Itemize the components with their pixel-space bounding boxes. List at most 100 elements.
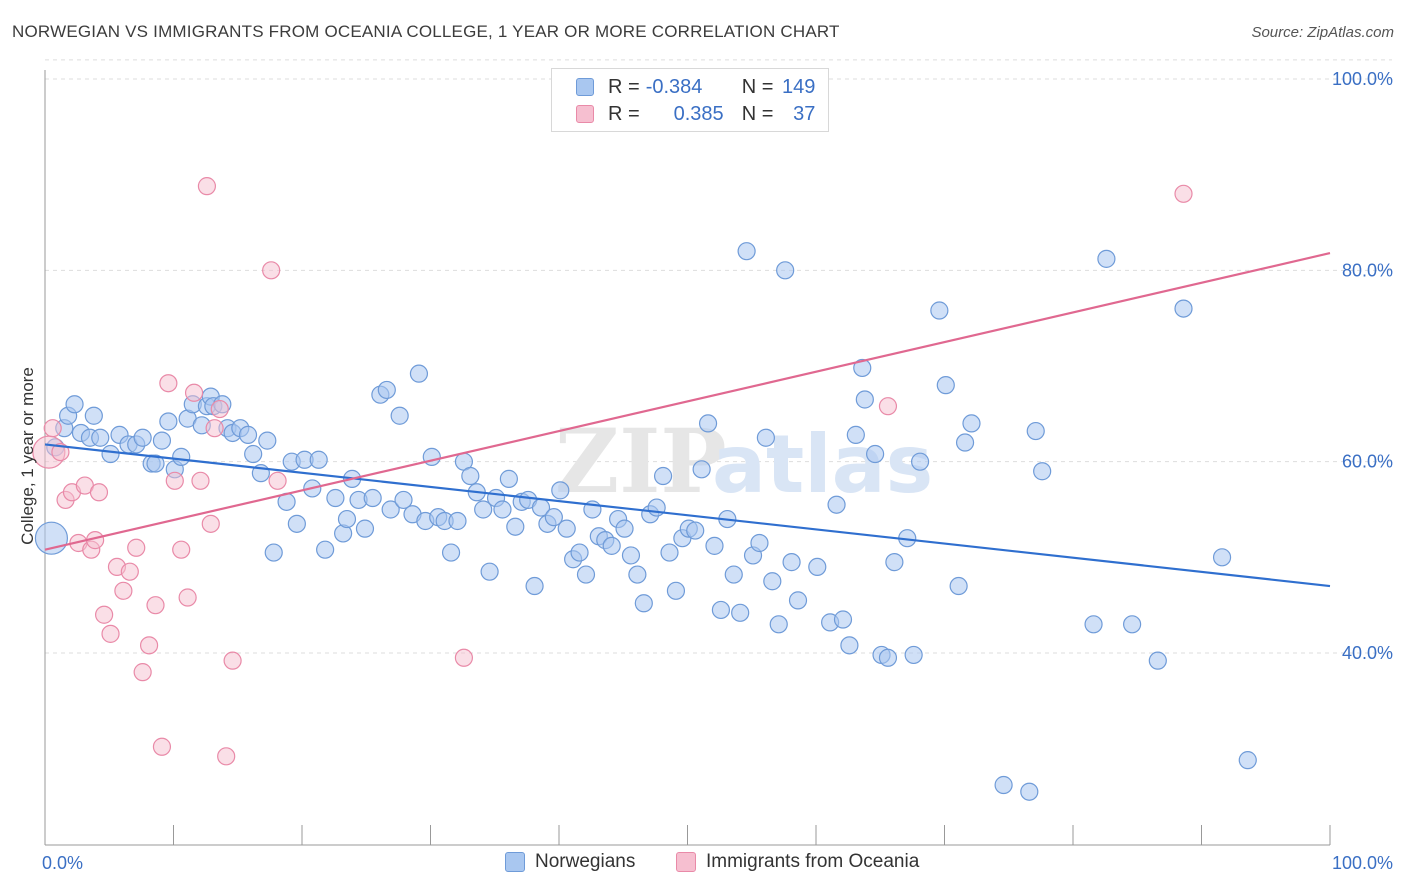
- point-norwegians: [551, 481, 570, 500]
- point-norwegians: [146, 454, 165, 473]
- point-norwegians: [1148, 651, 1167, 670]
- point-norwegians: [705, 536, 724, 555]
- point-norwegians: [866, 444, 885, 464]
- point-norwegians: [660, 543, 679, 562]
- legend-label: Norwegians: [535, 851, 636, 872]
- point-norwegians: [309, 450, 328, 469]
- trendline-oceania: [44, 252, 1331, 551]
- point-oceania: [454, 648, 474, 667]
- y-tick-label: 80.0%: [1342, 260, 1393, 280]
- point-norwegians: [788, 591, 808, 610]
- point-norwegians: [840, 636, 859, 655]
- point-oceania: [43, 419, 62, 438]
- point-oceania: [51, 443, 70, 462]
- point-norwegians: [570, 543, 589, 562]
- y-axis-label: College, 1 year or more: [18, 367, 37, 545]
- point-oceania: [191, 471, 210, 490]
- point-norwegians: [1097, 249, 1116, 268]
- point-norwegians: [855, 390, 874, 409]
- point-norwegians: [994, 775, 1013, 795]
- point-norwegians: [363, 488, 382, 508]
- point-norwegians: [930, 301, 949, 320]
- point-oceania: [201, 514, 220, 533]
- point-oceania: [89, 483, 109, 502]
- chart-title: NORWEGIAN VS IMMIGRANTS FROM OCEANIA COL…: [12, 22, 840, 41]
- point-norwegians: [499, 469, 518, 488]
- point-oceania: [120, 562, 139, 581]
- point-norwegians: [337, 509, 357, 529]
- point-oceania: [178, 588, 197, 607]
- point-norwegians: [1212, 548, 1232, 567]
- point-norwegians: [441, 543, 461, 562]
- point-norwegians: [949, 576, 968, 596]
- point-norwegians: [955, 433, 975, 452]
- point-norwegians: [480, 562, 499, 581]
- point-norwegians: [474, 500, 493, 519]
- point-norwegians: [769, 615, 788, 634]
- point-norwegians: [264, 543, 283, 562]
- point-norwegians: [557, 519, 576, 538]
- trendline-norwegians: [44, 443, 1331, 588]
- point-norwegians: [686, 521, 705, 540]
- point-norwegians: [493, 500, 512, 519]
- blue-swatch-icon: [505, 852, 525, 872]
- point-norwegians: [936, 376, 955, 395]
- point-norwegians: [1084, 615, 1103, 634]
- point-norwegians: [833, 610, 853, 629]
- point-oceania: [101, 624, 120, 643]
- point-norwegians: [904, 645, 923, 665]
- point-oceania: [205, 419, 224, 438]
- x-tick-label: 0.0%: [42, 853, 83, 873]
- blue-swatch-icon: [576, 78, 594, 96]
- point-norwegians: [750, 533, 769, 553]
- point-norwegians: [711, 600, 731, 620]
- point-norwegians: [1174, 299, 1193, 318]
- point-norwegians: [731, 603, 750, 622]
- point-norwegians: [159, 412, 178, 431]
- point-norwegians: [1123, 615, 1142, 634]
- point-norwegians: [506, 517, 525, 536]
- point-norwegians: [355, 519, 375, 538]
- pink-swatch-icon: [676, 852, 696, 872]
- point-norwegians: [258, 431, 277, 450]
- point-norwegians: [756, 428, 775, 447]
- point-oceania: [223, 651, 242, 670]
- stats-legend: R = -0.384 N = 149 R = 0.385 N = 37: [551, 68, 829, 132]
- n-value: 149: [782, 75, 816, 98]
- r-label: R =: [608, 75, 640, 98]
- point-norwegians: [448, 511, 467, 531]
- point-oceania: [172, 540, 191, 559]
- point-norwegians: [65, 395, 84, 414]
- point-norwegians: [381, 500, 400, 519]
- point-norwegians: [576, 565, 596, 584]
- point-oceania: [146, 596, 165, 615]
- point-oceania: [262, 261, 281, 280]
- x-tick-label: 100.0%: [1332, 853, 1393, 873]
- point-oceania: [95, 605, 114, 624]
- point-norwegians: [776, 261, 795, 280]
- legend-item-oceania[interactable]: Immigrants from Oceania: [676, 851, 919, 873]
- r-value: 0.385: [673, 102, 724, 125]
- point-norwegians: [692, 460, 711, 479]
- point-norwegians: [634, 594, 653, 613]
- point-norwegians: [152, 431, 172, 450]
- point-oceania: [210, 399, 229, 419]
- point-norwegians: [238, 425, 258, 444]
- point-norwegians: [1020, 782, 1039, 801]
- point-norwegians: [846, 425, 865, 444]
- point-norwegians: [91, 428, 110, 447]
- point-norwegians: [853, 358, 872, 378]
- point-norwegians: [808, 557, 827, 577]
- point-oceania: [878, 397, 898, 416]
- point-norwegians: [910, 452, 930, 471]
- point-norwegians: [666, 581, 686, 600]
- point-norwegians: [1026, 421, 1045, 441]
- n-value: 37: [793, 102, 816, 125]
- point-norwegians: [84, 406, 103, 425]
- point-norwegians: [316, 540, 335, 559]
- point-oceania: [217, 747, 236, 766]
- legend-item-norwegians[interactable]: Norwegians: [505, 851, 635, 873]
- point-oceania: [139, 636, 159, 655]
- point-norwegians: [878, 648, 898, 667]
